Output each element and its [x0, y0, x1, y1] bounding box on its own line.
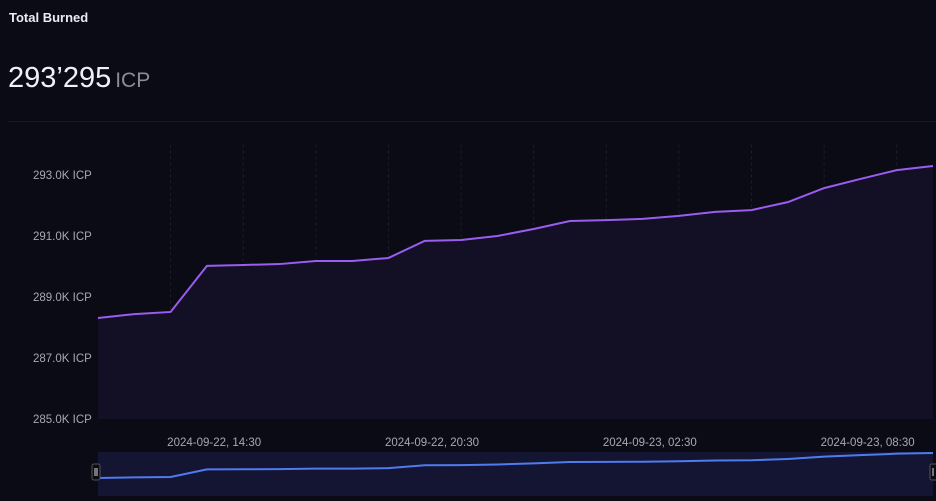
y-tick-label: 287.0K ICP [33, 353, 92, 365]
y-tick-label: 293.0K ICP [33, 170, 92, 182]
data-point[interactable] [568, 219, 572, 223]
divider [8, 121, 936, 122]
navigator-handle-right[interactable] [929, 463, 936, 481]
y-axis: 285.0K ICP 287.0K ICP 289.0K ICP 291.0K ICP… [33, 170, 92, 426]
navigator-handle-left[interactable] [91, 463, 101, 481]
y-tick-label: 285.0K ICP [33, 414, 92, 426]
x-tick-label: 2024-09-22, 20:30 [385, 437, 479, 449]
x-tick-label: 2024-09-23, 02:30 [603, 437, 697, 449]
data-point[interactable] [205, 264, 209, 268]
x-tick-label: 2024-09-22, 14:30 [167, 437, 261, 449]
data-point[interactable] [532, 227, 536, 231]
total-unit: ICP [115, 69, 151, 92]
data-point[interactable] [423, 239, 427, 243]
data-point[interactable] [132, 312, 136, 316]
data-point[interactable] [713, 210, 717, 214]
x-tick-label: 2024-09-23, 08:30 [821, 437, 915, 449]
x-axis: 2024-09-22, 14:30 2024-09-22, 20:30 2024-0… [167, 437, 914, 449]
data-point[interactable] [786, 200, 790, 204]
data-point[interactable] [641, 217, 645, 221]
data-point[interactable] [677, 214, 681, 218]
data-point[interactable] [241, 263, 245, 267]
data-point[interactable] [495, 234, 499, 238]
data-point[interactable] [749, 208, 753, 212]
y-tick-label: 291.0K ICP [33, 231, 92, 243]
total-number: 293’295 [8, 62, 112, 94]
data-point[interactable] [96, 316, 100, 320]
data-point[interactable] [459, 238, 463, 242]
total-value: 293’295 ICP [8, 62, 150, 95]
data-point[interactable] [858, 177, 862, 181]
series-line [97, 165, 934, 320]
data-point[interactable] [278, 262, 282, 266]
area-fill [98, 166, 933, 419]
chart-title: Total Burned [9, 10, 89, 25]
data-point[interactable] [931, 164, 935, 168]
y-tick-label: 289.0K ICP [33, 292, 92, 304]
data-point[interactable] [822, 186, 826, 190]
data-point[interactable] [604, 218, 608, 222]
data-point[interactable] [895, 168, 899, 172]
data-point[interactable] [314, 259, 318, 263]
data-point[interactable] [386, 256, 390, 260]
navigator-line [97, 452, 934, 479]
data-point[interactable] [350, 259, 354, 263]
data-point[interactable] [169, 310, 173, 314]
